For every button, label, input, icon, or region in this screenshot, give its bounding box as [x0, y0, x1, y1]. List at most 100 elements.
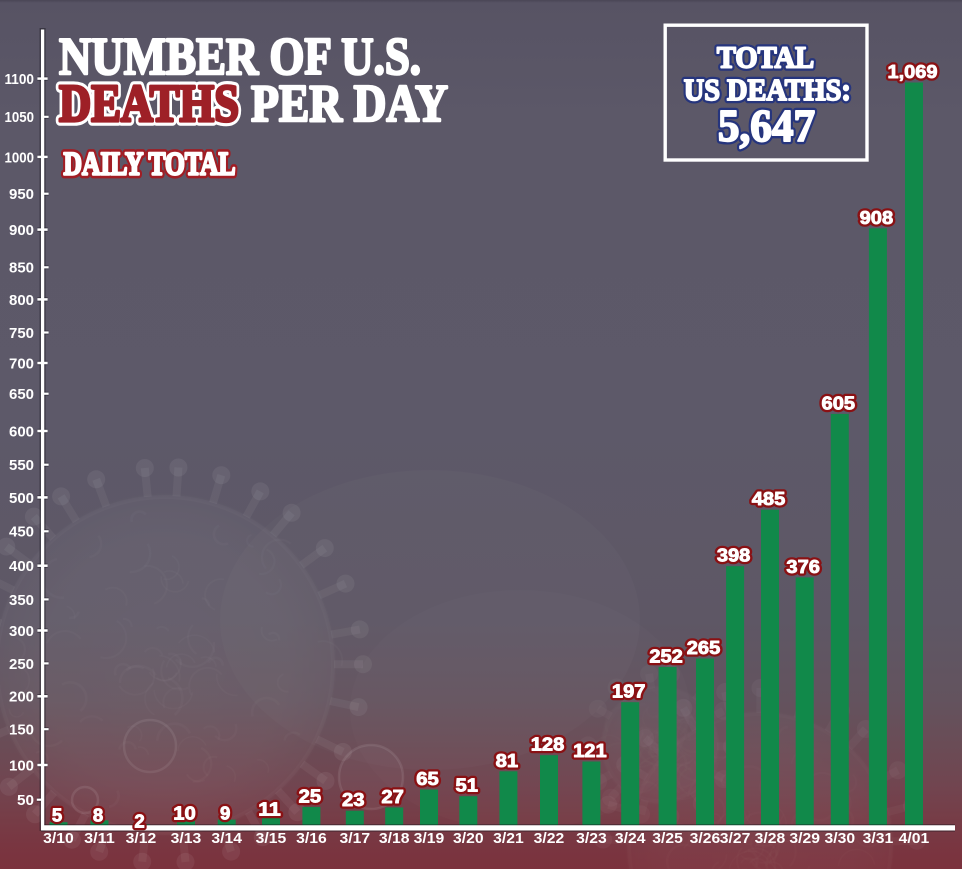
svg-text:950: 950: [9, 186, 34, 203]
svg-text:9: 9: [220, 803, 230, 824]
svg-text:1,069: 1,069: [888, 61, 938, 82]
svg-text:5: 5: [52, 805, 62, 826]
svg-text:9: 9: [220, 803, 230, 824]
svg-text:8: 8: [93, 805, 103, 826]
svg-text:5: 5: [52, 805, 62, 826]
svg-text:3/23: 3/23: [576, 831, 607, 847]
svg-text:250: 250: [9, 656, 34, 673]
svg-text:3/30: 3/30: [825, 831, 856, 847]
svg-text:3/16: 3/16: [296, 831, 327, 847]
svg-text:128: 128: [531, 734, 565, 755]
svg-text:81: 81: [496, 750, 519, 771]
svg-text:150: 150: [9, 722, 34, 739]
svg-text:605: 605: [822, 392, 856, 413]
svg-text:25: 25: [299, 785, 322, 806]
svg-text:TOTAL: TOTAL: [717, 39, 814, 74]
svg-text:3/21: 3/21: [493, 831, 524, 847]
svg-text:500: 500: [9, 490, 34, 507]
svg-text:3/31: 3/31: [863, 831, 894, 847]
svg-text:2: 2: [134, 811, 144, 832]
svg-text:850: 850: [9, 260, 34, 277]
svg-text:450: 450: [9, 524, 34, 541]
svg-text:376: 376: [786, 556, 820, 577]
svg-text:2: 2: [134, 811, 144, 832]
svg-text:3/27: 3/27: [720, 831, 751, 847]
svg-text:750: 750: [9, 325, 34, 342]
svg-text:8: 8: [93, 805, 103, 826]
svg-text:605: 605: [822, 392, 856, 413]
svg-text:51: 51: [456, 775, 479, 796]
svg-text:197: 197: [612, 681, 646, 702]
svg-text:100: 100: [9, 757, 34, 774]
svg-text:121: 121: [573, 740, 607, 761]
svg-text:650: 650: [9, 386, 34, 403]
svg-text:200: 200: [9, 689, 34, 706]
svg-text:3/10: 3/10: [43, 831, 74, 847]
svg-text:376: 376: [786, 556, 820, 577]
svg-text:3/14: 3/14: [211, 831, 242, 847]
svg-text:700: 700: [9, 355, 34, 372]
svg-text:65: 65: [416, 768, 439, 789]
svg-text:350: 350: [9, 592, 34, 609]
svg-text:5,647: 5,647: [718, 100, 815, 151]
svg-text:10: 10: [173, 803, 196, 824]
svg-text:11: 11: [258, 799, 281, 820]
svg-text:3/29: 3/29: [789, 831, 820, 847]
svg-text:900: 900: [9, 222, 34, 239]
svg-text:800: 800: [9, 292, 34, 309]
svg-text:TOTAL: TOTAL: [717, 39, 814, 74]
svg-text:485: 485: [752, 488, 786, 509]
svg-text:51: 51: [456, 775, 479, 796]
svg-text:3/17: 3/17: [340, 831, 371, 847]
svg-text:485: 485: [752, 488, 786, 509]
svg-text:3/19: 3/19: [414, 831, 445, 847]
svg-text:3/28: 3/28: [755, 831, 786, 847]
svg-text:3/25: 3/25: [652, 831, 683, 847]
svg-text:1100: 1100: [5, 71, 35, 88]
svg-text:398: 398: [717, 545, 751, 566]
svg-text:265: 265: [687, 637, 721, 658]
svg-text:252: 252: [649, 645, 683, 666]
svg-text:DEATHS: DEATHS: [59, 75, 239, 133]
svg-text:DEATHS: DEATHS: [59, 75, 239, 133]
svg-text:1,069: 1,069: [888, 61, 938, 82]
svg-text:3/22: 3/22: [534, 831, 565, 847]
svg-text:5,647: 5,647: [718, 100, 815, 151]
svg-text:US DEATHS:: US DEATHS:: [684, 72, 851, 107]
svg-text:3/18: 3/18: [379, 831, 410, 847]
svg-text:3/15: 3/15: [256, 831, 287, 847]
svg-text:908: 908: [860, 207, 894, 228]
svg-text:3/20: 3/20: [453, 831, 484, 847]
svg-text:23: 23: [342, 789, 365, 810]
svg-text:3/26: 3/26: [690, 831, 721, 847]
svg-text:PER DAY: PER DAY: [251, 75, 448, 133]
svg-text:27: 27: [381, 786, 404, 807]
svg-text:23: 23: [342, 789, 365, 810]
svg-text:4/01: 4/01: [899, 831, 930, 847]
svg-text:DAILY TOTAL: DAILY TOTAL: [64, 147, 236, 183]
svg-text:65: 65: [416, 768, 439, 789]
svg-text:27: 27: [381, 786, 404, 807]
svg-text:1000: 1000: [5, 149, 35, 166]
svg-text:3/24: 3/24: [615, 831, 646, 847]
svg-text:US DEATHS:: US DEATHS:: [684, 72, 851, 107]
svg-text:NUMBER OF U.S.: NUMBER OF U.S.: [59, 28, 421, 86]
svg-text:50: 50: [17, 792, 34, 809]
svg-text:121: 121: [573, 740, 607, 761]
svg-text:DAILY TOTAL: DAILY TOTAL: [64, 147, 236, 183]
svg-text:128: 128: [531, 734, 565, 755]
svg-text:908: 908: [860, 207, 894, 228]
svg-text:11: 11: [258, 799, 281, 820]
svg-text:550: 550: [9, 457, 34, 474]
svg-text:300: 300: [9, 623, 34, 640]
svg-text:3/13: 3/13: [171, 831, 202, 847]
svg-text:81: 81: [496, 750, 519, 771]
svg-text:10: 10: [173, 803, 196, 824]
svg-text:1050: 1050: [5, 109, 35, 126]
svg-text:252: 252: [649, 645, 683, 666]
svg-text:3/11: 3/11: [84, 831, 115, 847]
svg-text:197: 197: [612, 681, 646, 702]
svg-text:398: 398: [717, 545, 751, 566]
svg-text:3/12: 3/12: [126, 831, 157, 847]
svg-text:265: 265: [687, 637, 721, 658]
